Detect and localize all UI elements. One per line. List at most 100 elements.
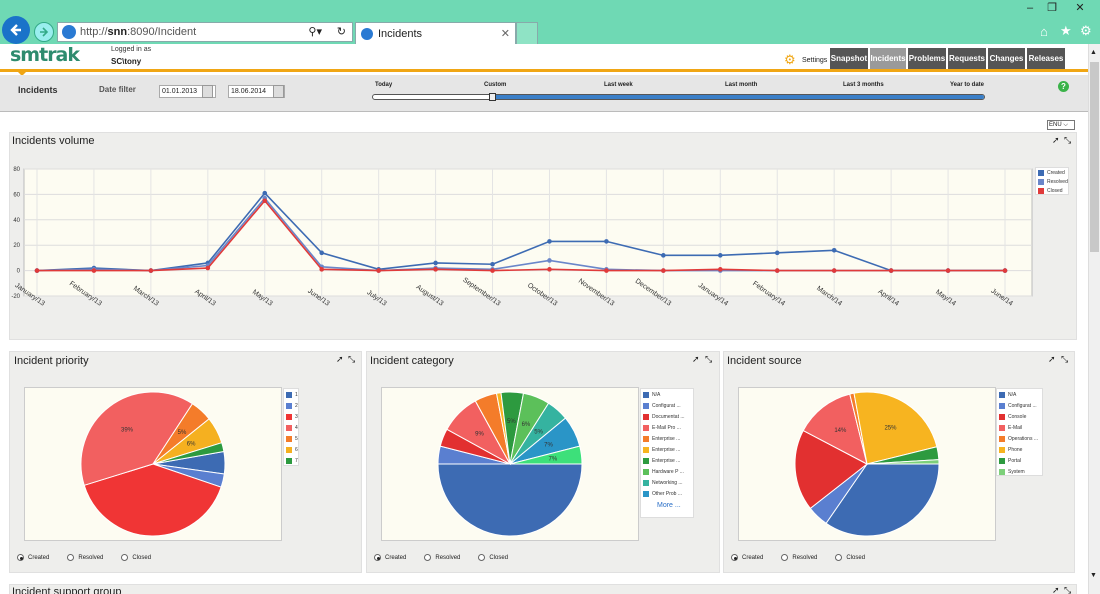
data-point[interactable] — [604, 239, 609, 244]
nav-changes[interactable]: Changes — [988, 48, 1025, 69]
slider-label-last-week[interactable]: Last week — [604, 82, 633, 88]
radio-created[interactable] — [731, 554, 738, 561]
radio-created[interactable] — [17, 554, 24, 561]
data-point[interactable] — [490, 268, 495, 273]
nav-problems[interactable]: Problems — [908, 48, 946, 69]
legend-item[interactable]: Portal — [997, 455, 1042, 466]
legend-item[interactable]: E-Mail — [997, 422, 1042, 433]
refresh-icon[interactable]: ↻ — [336, 26, 346, 38]
legend-item[interactable]: Phone — [997, 444, 1042, 455]
data-point[interactable] — [661, 253, 666, 258]
close-icon[interactable]: ✕ — [1075, 2, 1085, 14]
data-point[interactable] — [433, 267, 438, 272]
legend-item[interactable]: Resolved — [1036, 177, 1068, 186]
legend-item[interactable]: Enterprise ... — [641, 455, 693, 466]
legend-item[interactable]: 7 — [284, 455, 298, 466]
data-point[interactable] — [547, 267, 552, 272]
nav-requests[interactable]: Requests — [948, 48, 986, 69]
expand-icon[interactable]: ⤡ — [1064, 135, 1072, 145]
pie-slice[interactable] — [83, 463, 222, 537]
data-point[interactable] — [547, 239, 552, 244]
legend-item[interactable]: Configurat ... — [641, 400, 693, 411]
legend-item[interactable]: E-Mail Pro ... — [641, 422, 693, 433]
legend-item[interactable]: 4 — [284, 422, 298, 433]
legend-item[interactable]: Documentat ... — [641, 411, 693, 422]
vertical-scrollbar[interactable]: ▲ ▼ — [1088, 44, 1100, 594]
data-point[interactable] — [774, 250, 780, 256]
expand-icon[interactable]: ⤡ — [1061, 354, 1069, 364]
radio-resolved[interactable] — [424, 554, 432, 561]
date-slider-handle[interactable] — [489, 93, 496, 101]
radio-closed[interactable] — [478, 554, 486, 561]
favorites-star-icon[interactable]: ★ — [1060, 23, 1072, 38]
data-point[interactable] — [490, 261, 495, 267]
nav-releases[interactable]: Releases — [1027, 48, 1065, 69]
slider-label-custom[interactable]: Custom — [484, 82, 507, 88]
data-point[interactable] — [661, 268, 666, 273]
data-point[interactable] — [205, 265, 211, 271]
tab-close-icon[interactable]: ✕ — [500, 28, 510, 40]
data-point[interactable] — [91, 268, 97, 273]
radio-closed[interactable] — [835, 554, 843, 561]
data-point[interactable] — [945, 268, 951, 273]
settings-link[interactable]: Settings — [802, 57, 828, 64]
language-select[interactable]: ENU ⌵ — [1047, 120, 1075, 130]
data-point[interactable] — [888, 268, 894, 273]
data-point[interactable] — [604, 268, 609, 273]
forward-button[interactable] — [34, 22, 54, 42]
calendar-icon[interactable] — [202, 85, 213, 98]
scrollbar-thumb[interactable] — [1090, 62, 1099, 252]
slider-label-last-month[interactable]: Last month — [725, 82, 758, 88]
data-point[interactable] — [319, 250, 325, 256]
nav-incidents[interactable]: Incidents — [870, 48, 906, 69]
pie-slice[interactable] — [794, 429, 868, 510]
home-icon[interactable]: ⌂ — [1040, 24, 1048, 39]
scroll-up-icon[interactable]: ▲ — [1090, 49, 1097, 56]
expand-icon[interactable]: ⤡ — [348, 354, 356, 364]
scroll-down-icon[interactable]: ▼ — [1090, 572, 1097, 579]
slider-label-today[interactable]: Today — [375, 82, 393, 88]
legend-item[interactable]: Created — [1036, 168, 1068, 177]
tools-gear-icon[interactable]: ⚙ — [1080, 23, 1092, 38]
legend-item[interactable]: N/A — [997, 389, 1042, 400]
data-point[interactable] — [547, 258, 552, 263]
date-from-input[interactable]: 01.01.2013 — [159, 85, 216, 98]
pin-icon[interactable]: ➚ — [336, 354, 344, 364]
pin-icon[interactable]: ➚ — [692, 354, 700, 364]
pie-slice[interactable] — [437, 463, 583, 537]
data-point[interactable] — [1002, 268, 1008, 273]
legend-item[interactable]: Console — [997, 411, 1042, 422]
radio-closed[interactable] — [121, 554, 129, 561]
slider-label-last-3-months[interactable]: Last 3 months — [843, 82, 884, 88]
pie-slice[interactable] — [80, 391, 194, 486]
legend-more-link[interactable]: More ... — [657, 502, 681, 509]
legend-item[interactable]: System — [997, 466, 1042, 477]
nav-snapshot[interactable]: Snapshot — [830, 48, 868, 69]
data-point[interactable] — [831, 268, 837, 273]
legend-item[interactable]: N/A — [641, 389, 693, 400]
tab-incidents[interactable]: Incidents ✕ — [355, 22, 516, 44]
legend-item[interactable]: Enterprise ... — [641, 433, 693, 444]
legend-item[interactable]: Other Prob ... — [641, 488, 693, 499]
legend-item[interactable]: 3 — [284, 411, 298, 422]
pin-icon[interactable]: ➚ — [1048, 354, 1056, 364]
address-bar[interactable]: http://snn:8090/Incident ⚲▾ ↻ — [57, 22, 353, 42]
legend-item[interactable]: Closed — [1036, 186, 1068, 195]
pie-slice[interactable] — [866, 459, 940, 465]
legend-item[interactable]: 5 — [284, 433, 298, 444]
date-to-input[interactable]: 18.06.2014 — [228, 85, 285, 98]
pie-slice[interactable] — [825, 463, 940, 537]
pie-slice[interactable] — [509, 445, 583, 465]
legend-item[interactable]: 1 — [284, 389, 298, 400]
back-button[interactable] — [2, 16, 30, 44]
date-slider-track[interactable] — [372, 94, 985, 100]
slider-label-year-to-date[interactable]: Year to date — [950, 82, 985, 88]
expand-icon[interactable]: ⤡ — [705, 354, 713, 364]
new-tab-button[interactable] — [516, 22, 538, 44]
data-point[interactable] — [262, 198, 268, 204]
legend-item[interactable]: 2 — [284, 400, 298, 411]
data-point[interactable] — [717, 253, 723, 258]
legend-item[interactable]: Configurat ... — [997, 400, 1042, 411]
pin-icon[interactable]: ➚ — [1052, 135, 1060, 145]
data-point[interactable] — [376, 268, 381, 273]
